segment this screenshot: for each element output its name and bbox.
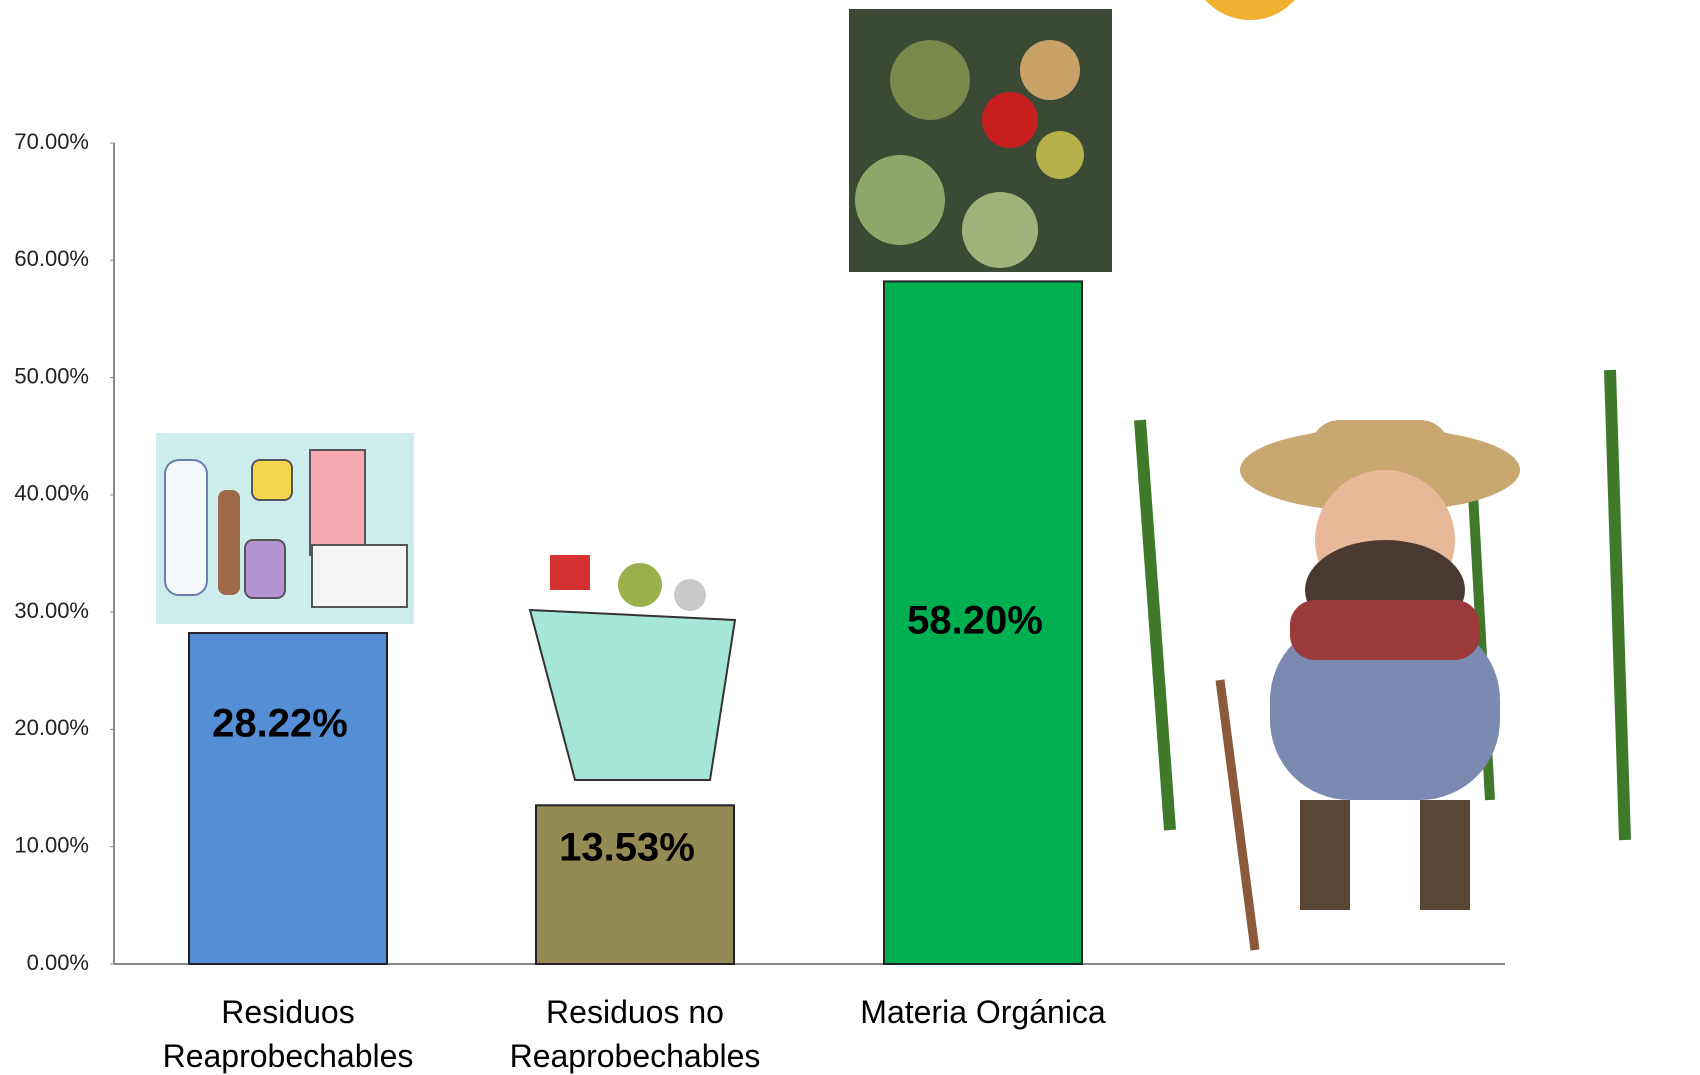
y-tick-label: 20.00% (14, 715, 89, 740)
y-tick-label: 30.00% (14, 598, 89, 623)
recyclables-illustration (156, 433, 414, 624)
logo-circle (1190, 0, 1310, 20)
bar (189, 633, 387, 964)
page: 0.00% 10.00% 20.00% 30.00% 40.00% 50.00% 60.00… (0, 0, 1700, 1075)
organic-illustration (849, 9, 1112, 272)
farmer-illustration (1140, 370, 1625, 950)
value-label: 58.20% (907, 598, 1043, 642)
y-tick-label: 0.00% (27, 950, 89, 975)
value-label: 13.53% (559, 825, 695, 869)
y-tick-label: 60.00% (14, 246, 89, 271)
y-tick-label: 10.00% (14, 833, 89, 858)
trash-illustration (530, 555, 735, 780)
x-tick-label: Residuos Reaprobechables (128, 990, 448, 1075)
value-label: 28.22% (212, 701, 348, 745)
x-tick-label: Materia Orgánica (823, 990, 1143, 1034)
chart: 0.00% 10.00% 20.00% 30.00% 40.00% 50.00% 60.00… (0, 0, 1700, 1075)
y-tick-label: 40.00% (14, 481, 89, 506)
y-tick-label: 50.00% (14, 363, 89, 388)
x-tick-label: Residuos no Reaprobechables (475, 990, 795, 1075)
y-tick-label: 70.00% (14, 129, 89, 154)
